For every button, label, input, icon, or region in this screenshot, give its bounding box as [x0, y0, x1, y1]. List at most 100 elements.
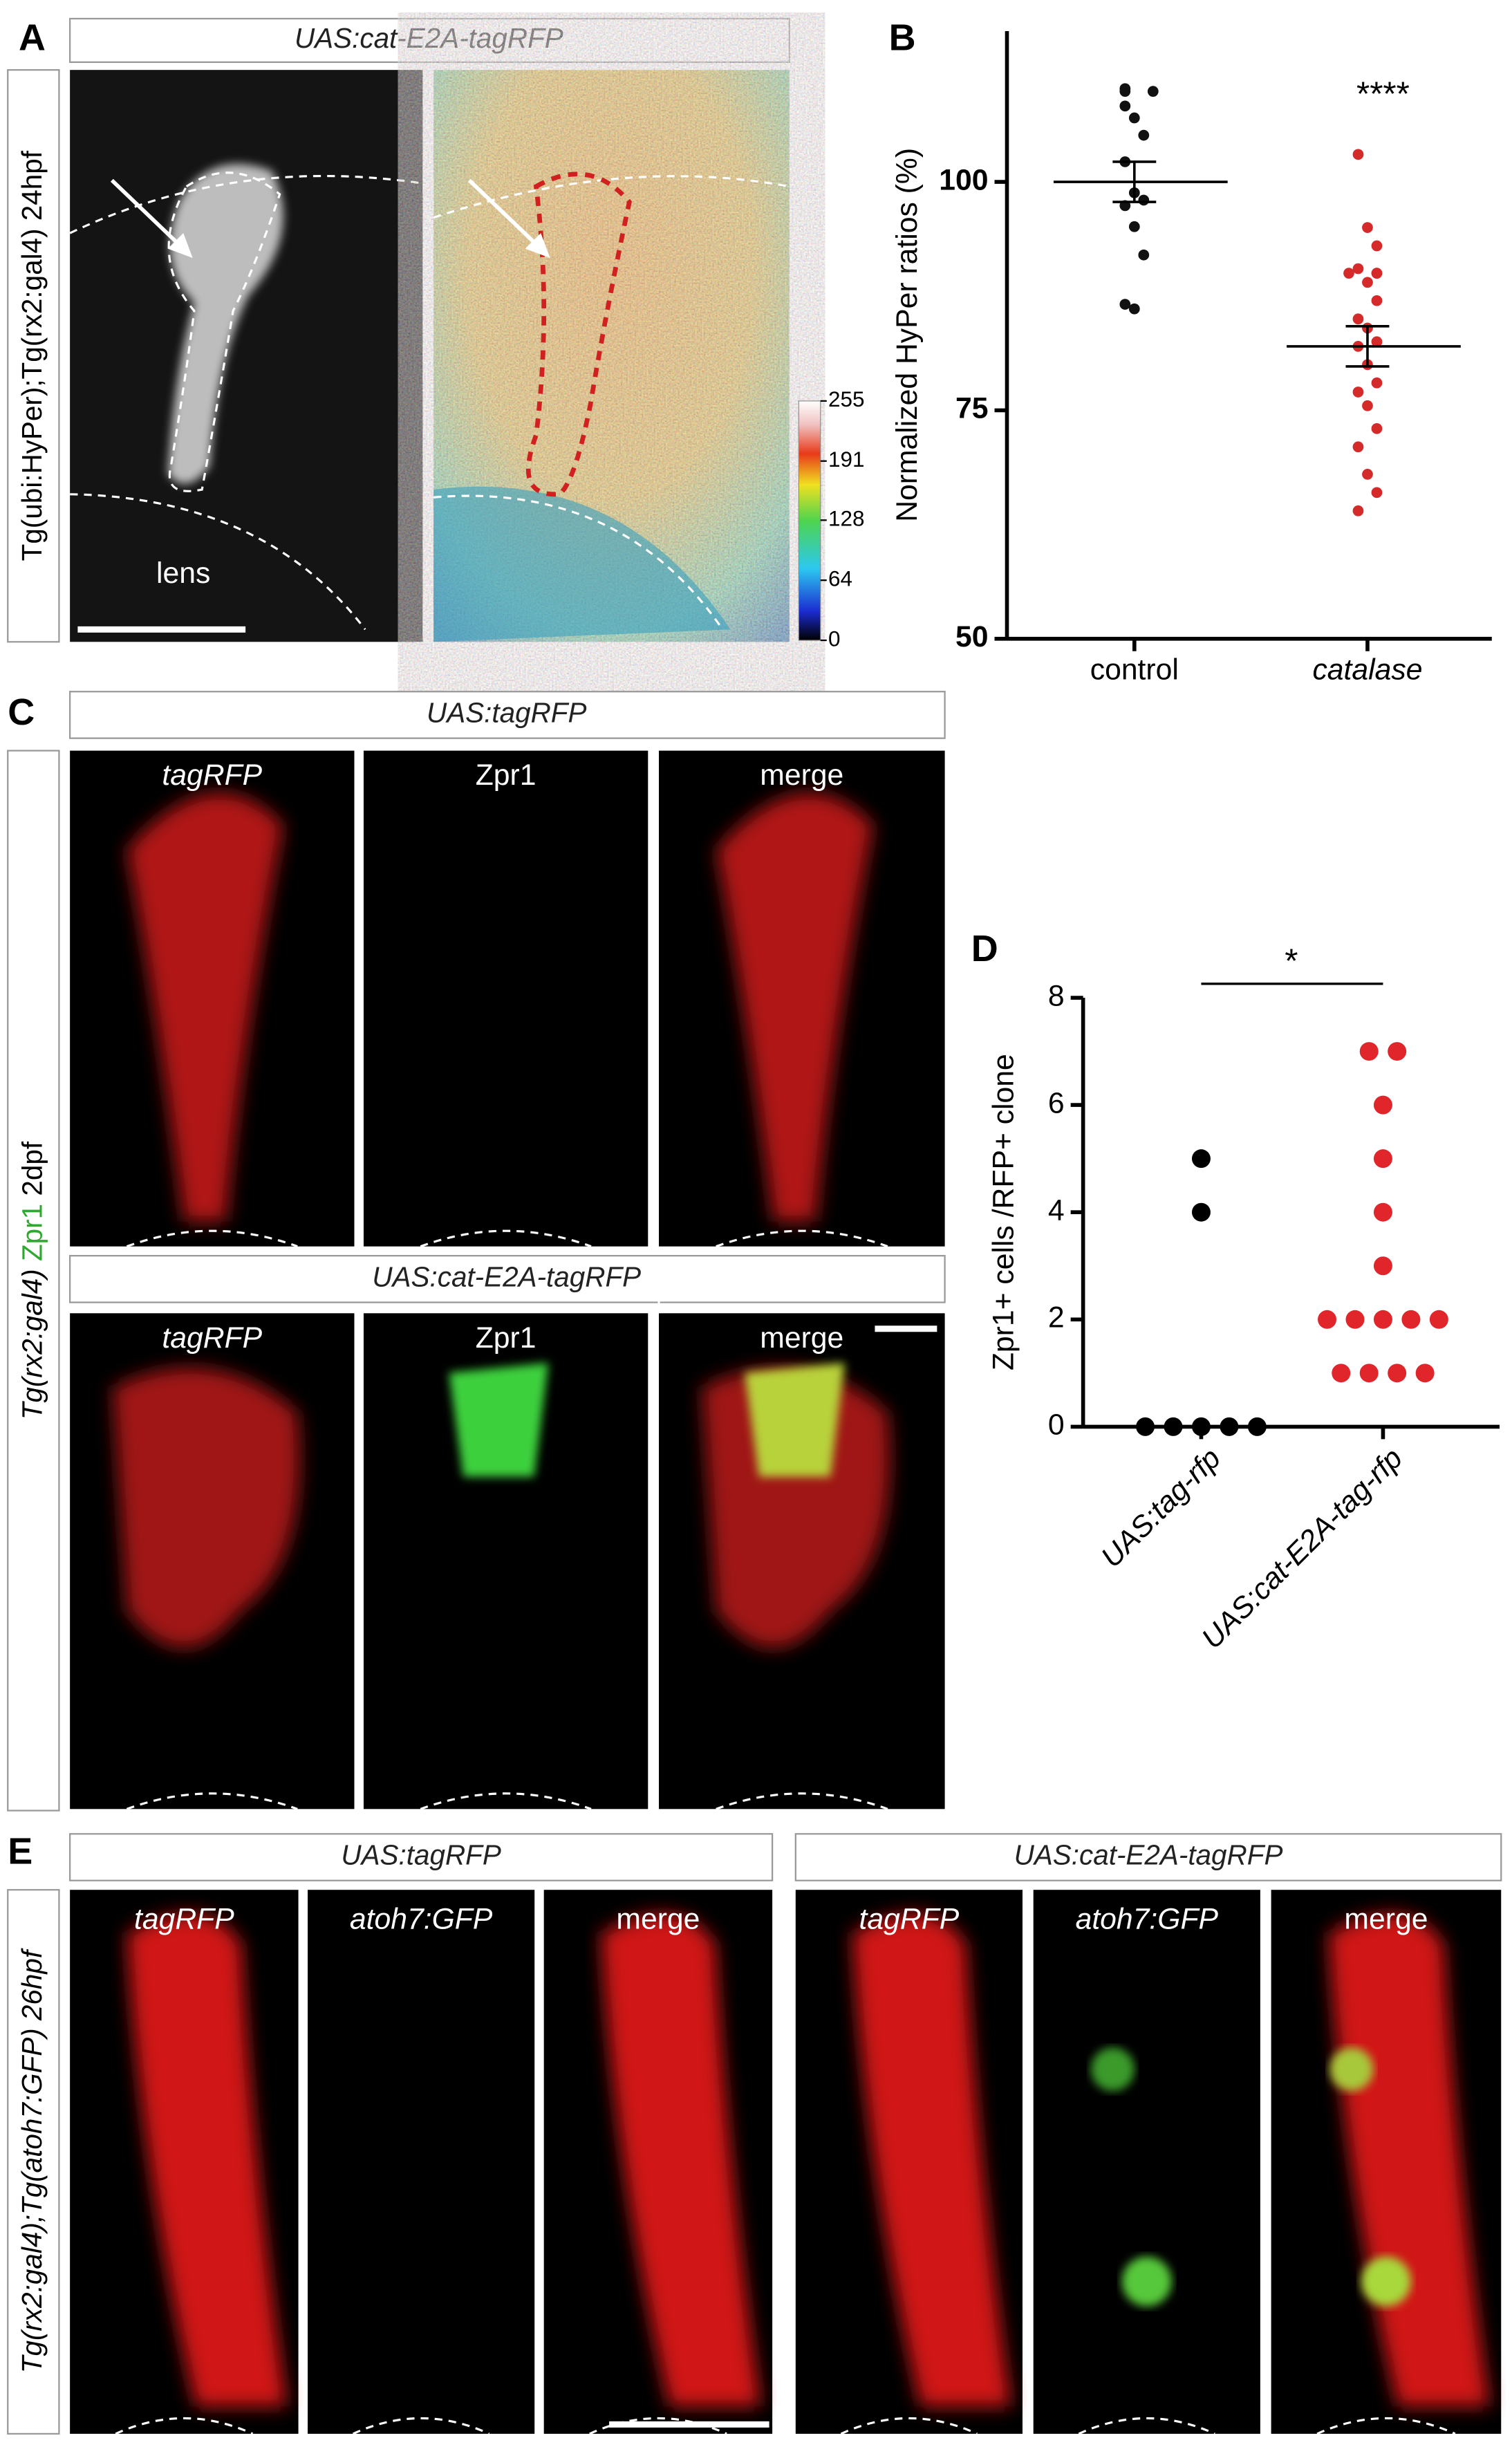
outline	[433, 175, 790, 219]
data-point	[1388, 1042, 1407, 1061]
y-tick-label: 50	[955, 620, 988, 653]
cell	[127, 793, 283, 1222]
cell	[112, 1368, 300, 1648]
data-point	[1373, 1149, 1392, 1169]
significance-label: ****	[1356, 75, 1410, 113]
chart-b: B 50 75 100 Normalized HyPer ratios (%) contr…	[889, 17, 1492, 686]
data-point	[1345, 1310, 1365, 1329]
cell	[852, 1914, 1011, 2407]
channel-label: merge	[1344, 1902, 1428, 1935]
data-point	[1371, 377, 1383, 389]
cell	[1361, 2256, 1411, 2307]
data-point	[1362, 400, 1373, 411]
data-point	[1352, 149, 1364, 160]
side-label-part: Tg(rx2:gal4)	[16, 1269, 48, 1420]
channel-label: tagRFP	[162, 1321, 262, 1355]
arrowhead	[525, 233, 550, 259]
data-point	[1371, 240, 1383, 252]
channel-label: tagRFP	[162, 759, 262, 792]
panel-header: UAS:tagRFP	[341, 1839, 501, 1871]
side-label-part: Zpr1	[16, 1204, 48, 1261]
channel-label: Zpr1	[476, 759, 536, 792]
data-point	[1191, 1149, 1211, 1169]
data-point	[1362, 277, 1373, 288]
outline	[1078, 2417, 1215, 2435]
side-frame	[7, 69, 60, 643]
data-point	[1164, 1417, 1183, 1436]
panel-c: UAS:tagRFP tagRFP Zpr1 merge UAS:cat-E2A-tag…	[69, 691, 946, 1810]
outline	[69, 174, 423, 234]
header-box	[794, 1833, 1502, 1881]
panel-header: UAS:tagRFP	[427, 697, 586, 729]
micrograph	[70, 70, 423, 642]
data-point	[1119, 299, 1131, 310]
panel-letter: B	[889, 17, 916, 59]
lens-region	[433, 486, 731, 642]
cell	[716, 793, 874, 1222]
data-point	[1352, 387, 1364, 398]
side-label-part: 2dpf	[16, 1141, 48, 1195]
cell	[449, 1363, 549, 1477]
header-box	[69, 17, 790, 64]
y-tick-label: 2	[1048, 1301, 1065, 1334]
channel-label: Zpr1	[476, 1321, 536, 1355]
panel-letter: C	[8, 691, 35, 733]
data-point	[1138, 249, 1150, 261]
chart-d: D 0 2 4 6 8 Zpr1+ cells /RFP+ clone UAS:tag-rfp…	[971, 928, 1500, 1655]
arrow	[110, 178, 185, 250]
data-point	[1371, 336, 1383, 348]
data-point	[1191, 1202, 1211, 1222]
panel-e: UAS:tagRFP tagRFP atoh7:GFP merge UAS:cat-E2…	[69, 1833, 1502, 2435]
data-point	[1128, 221, 1140, 232]
outline	[433, 494, 724, 631]
channel-label: tagRFP	[859, 1902, 960, 1935]
cell	[745, 1363, 845, 1477]
data-point	[1429, 1310, 1448, 1329]
panel-header: UAS:cat-E2A-tagRFP	[1014, 1839, 1283, 1871]
data-point	[1136, 1417, 1155, 1436]
y-axis-label: Normalized HyPer ratios (%)	[890, 148, 924, 522]
header-box	[69, 1833, 774, 1881]
y-tick-label: 100	[939, 163, 988, 196]
outline	[589, 2417, 727, 2435]
y-tick-label: 4	[1048, 1193, 1065, 1227]
cell	[127, 1914, 288, 2407]
cell	[1328, 1914, 1490, 2407]
data-point	[1247, 1417, 1267, 1436]
y-tick-label: 8	[1048, 979, 1065, 1012]
x-tick-label: catalase	[1312, 653, 1422, 686]
lens-label: lens	[156, 557, 210, 590]
data-point	[1138, 194, 1150, 206]
channel-label: tagRFP	[134, 1902, 234, 1935]
channel-label: merge	[760, 1321, 843, 1355]
data-point	[1220, 1417, 1239, 1436]
data-point	[1332, 1364, 1351, 1383]
side-label: Tg(ubi:HyPer);Tg(rx2:gal4) 24hpf	[16, 150, 48, 561]
cell	[1121, 2256, 1172, 2307]
data-point	[1371, 487, 1383, 499]
data-point	[1343, 268, 1354, 279]
side-label: Tg(rx2:gal4);Tg(atoh7:GFP) 26hpf	[16, 1948, 48, 2373]
outline	[840, 2417, 978, 2435]
data-point	[1318, 1310, 1337, 1329]
outline	[115, 2417, 254, 2435]
x-tick-label: UAS:tag-rfp	[1094, 1442, 1227, 1574]
data-point	[1373, 1202, 1392, 1222]
y-tick-label: 0	[1048, 1408, 1065, 1442]
outline	[420, 1229, 592, 1248]
outline	[525, 171, 632, 497]
cell	[1329, 2047, 1374, 2092]
colorbar-tick-label: 64	[828, 566, 852, 590]
data-point	[1352, 505, 1364, 517]
header-box	[69, 1255, 946, 1303]
data-point	[1352, 313, 1364, 325]
outline	[353, 2417, 490, 2435]
colorbar-tick-label: 128	[828, 507, 864, 531]
data-point	[1371, 295, 1383, 306]
side-frame	[7, 1889, 60, 2435]
data-point	[1371, 422, 1383, 434]
colorbar-tick-label: 255	[828, 387, 864, 411]
data-point	[1373, 1256, 1392, 1276]
